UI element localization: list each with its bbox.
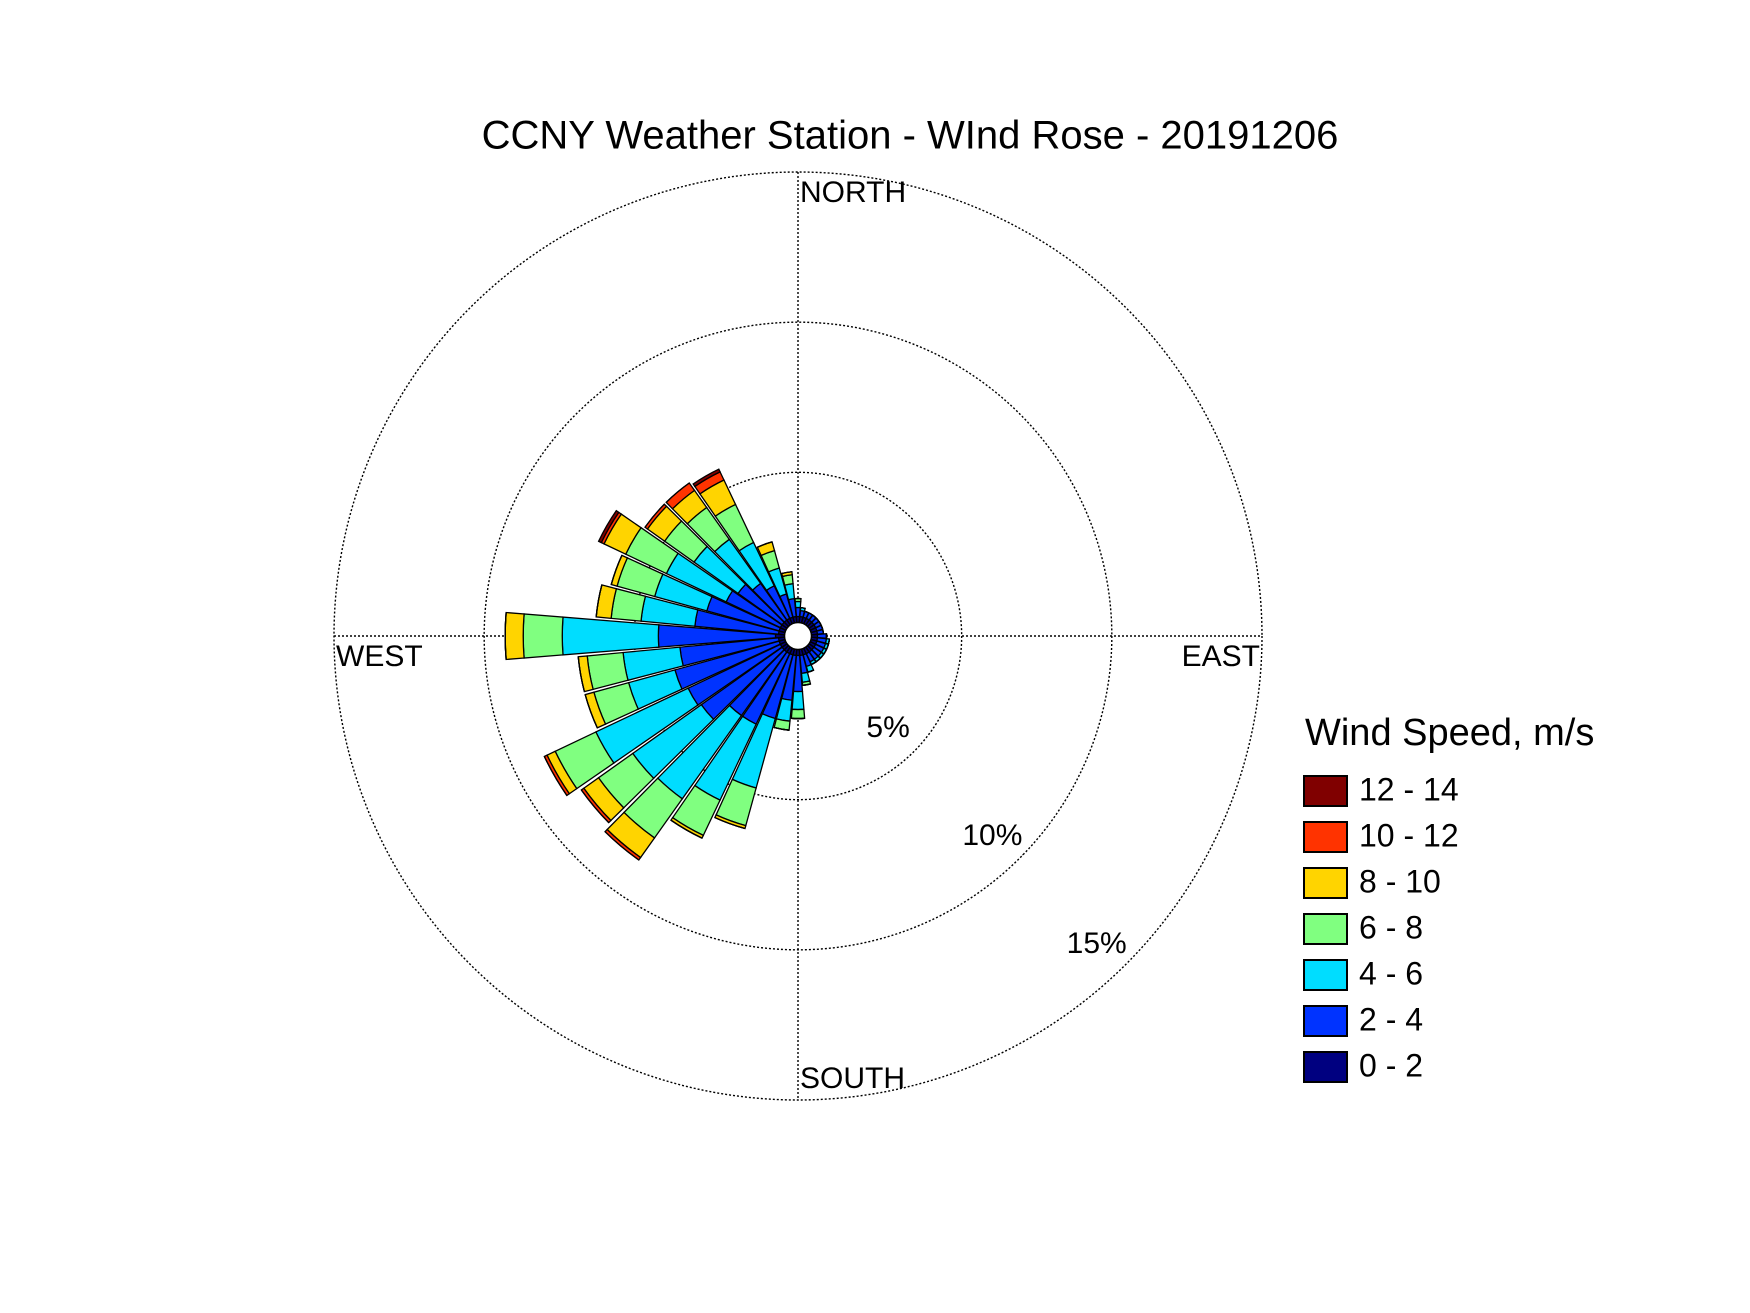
direction-label: SOUTH <box>800 1062 905 1095</box>
legend-swatch <box>1303 913 1348 945</box>
center-hole <box>783 621 813 651</box>
wedge <box>714 816 746 830</box>
legend-swatch <box>1303 1005 1348 1037</box>
r-tick-label: 10% <box>962 819 1022 852</box>
r-tick-label: 5% <box>866 711 909 744</box>
legend-swatch <box>1303 775 1348 807</box>
wedge <box>822 629 825 634</box>
legend-swatch <box>1303 959 1348 991</box>
wedge <box>644 503 665 528</box>
wedge <box>522 613 564 659</box>
wedge <box>577 656 586 692</box>
direction-label: NORTH <box>800 176 906 209</box>
wedge <box>543 756 568 796</box>
direction-label: WEST <box>336 640 423 673</box>
wedge <box>794 600 802 609</box>
wedge <box>504 612 507 660</box>
legend-swatch <box>1303 1051 1348 1083</box>
wedge <box>773 726 790 731</box>
legend-label: 8 - 10 <box>1359 863 1441 899</box>
legend-label: 10 - 12 <box>1359 817 1459 853</box>
legend-title: Wind Speed, m/s <box>1305 712 1594 754</box>
legend-label: 6 - 8 <box>1359 909 1423 945</box>
legend: 0 - 2 2 - 4 4 - 6 6 - 8 8 - 10 10 - 12 12 - 14 <box>1303 771 1459 1083</box>
legend-label: 4 - 6 <box>1359 955 1423 991</box>
wedge <box>791 690 805 711</box>
legend-label: 12 - 14 <box>1359 771 1459 807</box>
legend-swatch <box>1303 867 1348 899</box>
wedge <box>757 541 773 548</box>
bars <box>504 468 831 861</box>
direction-label: EAST <box>1182 640 1260 673</box>
labels: 5% 10% 15% NORTH EAST SOUTH WEST <box>336 176 1260 1095</box>
wedge <box>800 606 806 610</box>
wedge <box>692 468 721 488</box>
wedge <box>790 708 806 720</box>
legend-swatch <box>1303 821 1348 853</box>
wedge <box>597 509 620 544</box>
r-tick-label: 15% <box>1067 927 1127 960</box>
wedge <box>561 616 660 656</box>
legend-label: 0 - 2 <box>1359 1047 1423 1083</box>
wedge <box>504 611 525 661</box>
legend-label: 2 - 4 <box>1359 1001 1423 1037</box>
chart-title: CCNY Weather Station - WInd Rose - 20191… <box>482 114 1339 158</box>
